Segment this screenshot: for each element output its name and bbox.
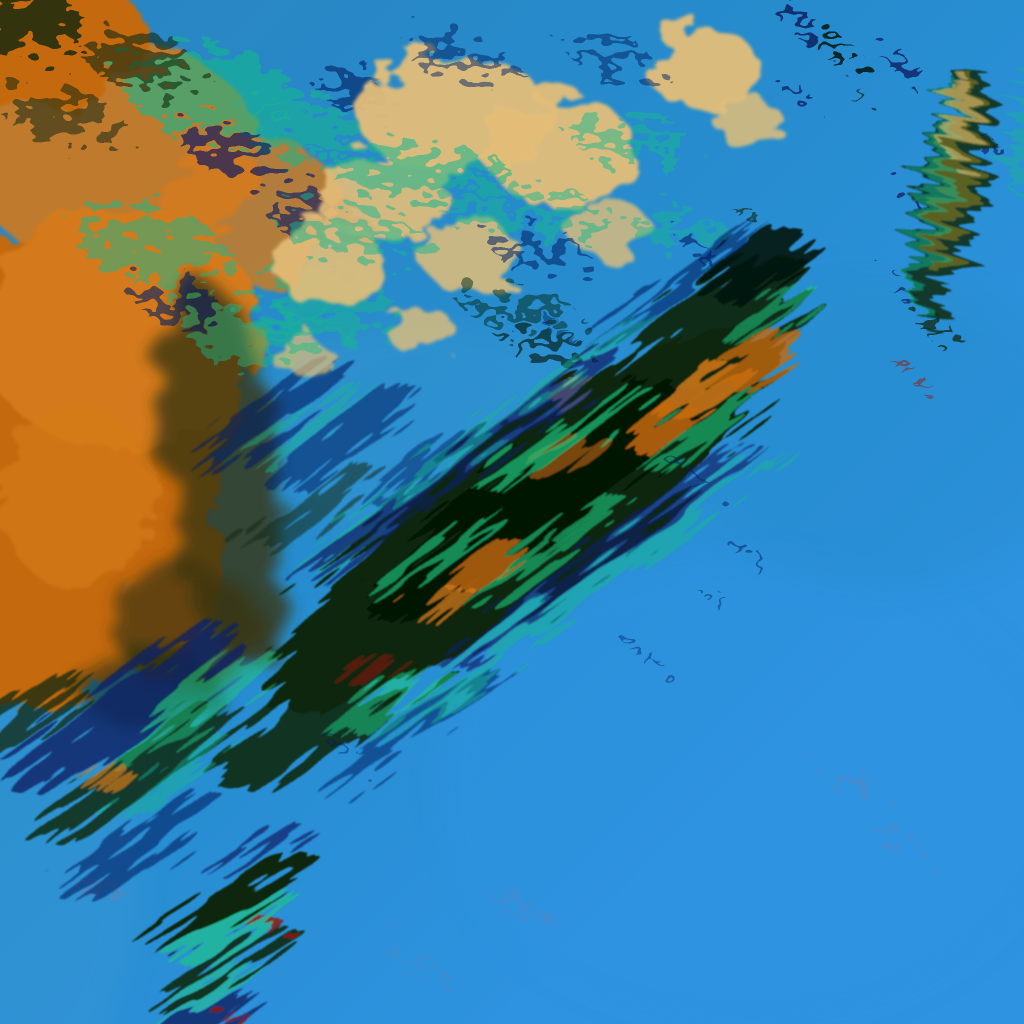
texture-blob (317, 668, 496, 799)
texture-blob (278, 383, 414, 492)
texture-blob (648, 387, 763, 472)
texture-blob (820, 41, 856, 59)
texture-blob (1008, 74, 1024, 196)
texture-blob (572, 48, 652, 68)
lower-left-streak-field (0, 622, 272, 901)
texture-blob (188, 132, 272, 168)
texture-blob (109, 650, 272, 771)
texture-blob (219, 1008, 234, 1023)
texture-blob (254, 381, 369, 472)
texture-blob (714, 96, 782, 148)
texture-blob (215, 821, 302, 878)
texture-blob (711, 597, 729, 607)
texture-blob (176, 889, 296, 966)
texture-blob (373, 508, 504, 604)
texture-blob (154, 852, 312, 955)
texture-blob (824, 772, 876, 788)
ridge-cloud-band (224, 220, 811, 799)
texture-blob (689, 246, 711, 258)
texture-blob (551, 327, 569, 337)
texture-blob (140, 289, 220, 321)
texture-blob (80, 213, 220, 277)
texture-blob (254, 462, 370, 555)
texture-blob (190, 357, 343, 478)
texture-blob (119, 734, 234, 819)
sand-fringe-speckle (247, 48, 732, 355)
texture-blob (270, 333, 330, 377)
texture-blob (440, 196, 600, 228)
texture-blob (12, 622, 241, 793)
texture-blob (296, 346, 621, 583)
texture-blob (5, 95, 115, 135)
texture-blob (66, 790, 214, 901)
texture-blob (736, 207, 754, 217)
texture-blob (847, 91, 867, 101)
texture-blob (400, 959, 440, 971)
texture-blob (421, 586, 469, 625)
top-right-olive-streak (908, 60, 1024, 320)
texture-blob (240, 102, 360, 158)
texture-blob (440, 560, 1024, 1020)
texture-blob (729, 284, 811, 346)
texture-blob (883, 838, 927, 852)
texture-blob (536, 434, 594, 481)
texture-blob (887, 55, 913, 69)
texture-blob (133, 990, 253, 1024)
texture-blob (43, 703, 232, 845)
texture-blob (925, 324, 955, 340)
texture-blob (0, 670, 91, 770)
texture-blob (330, 740, 350, 750)
texture-blob (321, 312, 646, 549)
texture-blob (680, 469, 700, 481)
texture-blob (386, 306, 454, 354)
texture-blob (902, 367, 918, 377)
texture-blob (485, 95, 635, 205)
texture-blob (0, 410, 160, 590)
texture-blob (90, 761, 127, 792)
texture-blob (465, 298, 575, 322)
texture-blob (146, 924, 283, 1013)
bottom-left-streaks (133, 821, 312, 1024)
texture-blob (456, 538, 524, 593)
texture-blob (943, 81, 976, 160)
texture-blob (353, 654, 394, 688)
texture-blob (489, 384, 637, 492)
texture-blob (328, 154, 512, 190)
texture-blob (721, 328, 799, 393)
texture-blob (784, 13, 816, 31)
texture-blob (744, 554, 766, 566)
texture-blob (334, 664, 432, 737)
texture-blob (650, 28, 760, 112)
texture-blob (420, 220, 520, 290)
texture-blob (494, 241, 586, 263)
texture-blob (257, 915, 276, 934)
texture-blob (376, 448, 782, 744)
texture-blob (0, 0, 80, 50)
texture-blob (628, 404, 691, 456)
texture-blob (412, 49, 512, 71)
texture-blob (282, 217, 422, 247)
texture-blob (642, 655, 658, 665)
texture-blob (585, 220, 764, 351)
texture-blob (469, 494, 624, 608)
mid-ocean-specks (330, 327, 766, 750)
texture-blob (496, 898, 544, 912)
texture-blob (628, 217, 732, 243)
texture-blob (784, 86, 806, 98)
top-right-specks (689, 13, 1003, 377)
texture-blob (369, 353, 730, 622)
texture-blob (572, 126, 692, 154)
texture-blob (505, 335, 585, 355)
texture-blob (88, 38, 192, 82)
texture-blob (712, 227, 808, 307)
texture-blob (247, 317, 357, 343)
texture-blob (157, 963, 260, 1024)
texture-blob (445, 444, 754, 669)
